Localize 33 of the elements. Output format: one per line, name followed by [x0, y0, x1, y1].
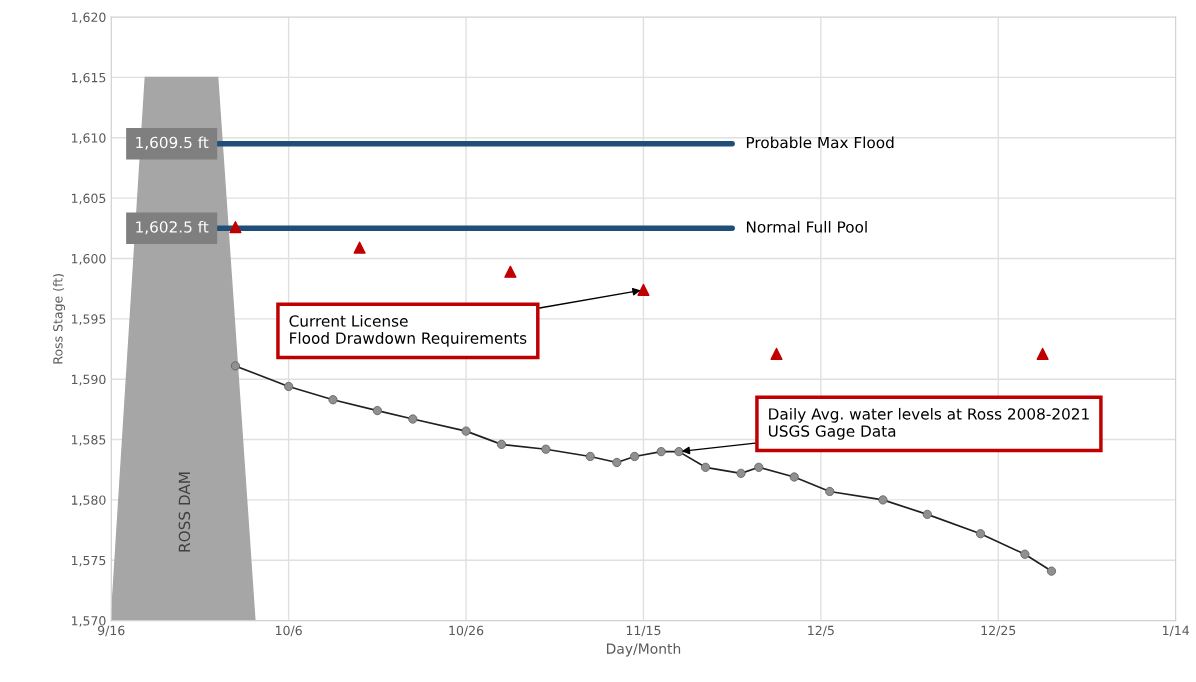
- y-tick-label: 1,580: [71, 495, 106, 507]
- y-tick-label: 1,615: [71, 72, 106, 84]
- annotation: Daily Avg. water levels at Ross 2008-2021 USGS Gage Data: [768, 407, 1089, 440]
- y-tick-label: 1,585: [71, 435, 106, 446]
- x-axis-title: Day/Month: [606, 643, 681, 657]
- point: [229, 221, 242, 234]
- point: [504, 265, 517, 278]
- x-tick-label: 12/25: [981, 625, 1016, 637]
- annotation: 1,609.5 ft: [136, 136, 209, 150]
- series-label: Normal Full Pool: [746, 220, 867, 233]
- y-tick-label: 1,575: [71, 555, 106, 567]
- x-tick-label: 10/6: [275, 625, 302, 637]
- point: [353, 241, 366, 254]
- y-tick-label: 1,600: [71, 253, 106, 265]
- y-tick-label: 1,605: [71, 193, 106, 205]
- y-tick-label: 1,620: [71, 12, 106, 24]
- y-tick-label: 1,590: [71, 374, 106, 386]
- point: [637, 283, 650, 296]
- y-tick-label: 1,595: [71, 314, 106, 326]
- annotation: Current License Flood Drawdown Requirements: [289, 314, 527, 347]
- y-tick-label: 1,570: [71, 616, 106, 627]
- x-tick-label: 12/5: [808, 625, 834, 637]
- x-tick-label: 9/16: [97, 625, 125, 637]
- annotation: ROSS DAM: [178, 472, 191, 552]
- y-axis-title: Ross Stage (ft): [52, 274, 66, 364]
- point: [1036, 347, 1049, 360]
- x-tick-label: 1/14: [1163, 625, 1189, 637]
- x-tick-label: 10/26: [449, 625, 484, 637]
- x-tick-label: 11/15: [626, 625, 661, 637]
- series-label: Probable Max Flood: [746, 136, 894, 149]
- y-tick-label: 1,610: [71, 133, 106, 144]
- annotation: 1,602.5 ft: [136, 220, 209, 235]
- point: [770, 347, 783, 360]
